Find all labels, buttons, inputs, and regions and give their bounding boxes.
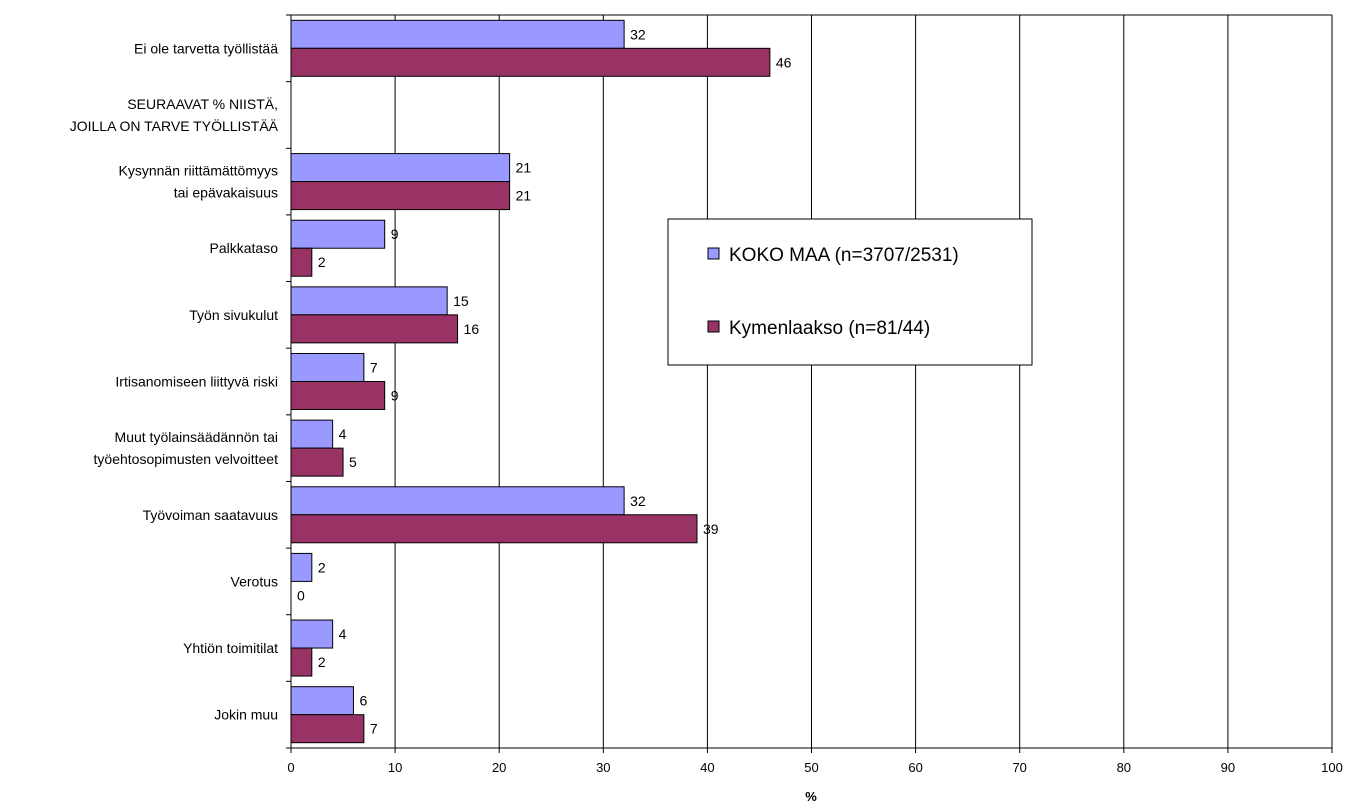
data-label: 5: [349, 454, 357, 470]
category-label-line: Kysynnän riittämättömyys: [119, 163, 279, 179]
data-label: 39: [703, 521, 719, 537]
bar: [290, 647, 313, 677]
category-label-line: Jokin muu: [214, 707, 278, 723]
data-label: 46: [776, 54, 792, 70]
bar: [290, 181, 511, 211]
category-label: Yhtiön toimitilat: [183, 640, 278, 656]
category-label: Irtisanomiseen liittyvä riski: [115, 374, 278, 390]
bar: [290, 419, 334, 449]
x-tick-label: 70: [1012, 760, 1026, 775]
x-tick-label: 20: [492, 760, 506, 775]
category-label-line: JOILLA ON TARVE TYÖLLISTÄÄ: [70, 117, 279, 134]
category-label: SEURAAVAT % NIISTÄ, JOILLA ON TARVE TYÖLL…: [70, 96, 279, 134]
x-tick-label: 90: [1221, 760, 1235, 775]
category-label-line: Palkkataso: [210, 240, 279, 256]
category-label-line: Työn sivukulut: [189, 307, 278, 323]
x-tick-label: 40: [700, 760, 714, 775]
data-label: 9: [391, 388, 399, 404]
category-label: Ei ole tarvetta työllistää: [134, 40, 278, 56]
x-tick-label: 30: [596, 760, 610, 775]
legend-label-koko-maa: KOKO MAA (n=3707/2531): [729, 245, 959, 266]
bar: [290, 514, 698, 544]
data-label: 7: [370, 721, 378, 737]
category-label: Verotus: [231, 573, 278, 589]
data-label: 2: [318, 654, 326, 670]
x-tick-labels: 0 10 20 30 40 50 60 70 80 90 100: [287, 760, 1342, 775]
gridlines: [286, 14, 1333, 753]
category-label: Jokin muu: [214, 707, 278, 723]
bar: [290, 19, 625, 49]
legend: KOKO MAA (n=3707/2531) Kymenlaakso (n=81…: [667, 218, 1033, 366]
category-label-line: Verotus: [231, 573, 278, 589]
x-tick-label: 10: [388, 760, 402, 775]
bar: [290, 219, 386, 249]
bar: [290, 153, 511, 183]
data-label: 16: [464, 321, 480, 337]
data-label: 6: [359, 693, 367, 709]
category-label-line: tai epävakaisuus: [174, 185, 278, 201]
legend-swatch-koko-maa: [707, 247, 720, 260]
category-labels: Ei ole tarvetta työllistää SEURAAVAT % NI…: [70, 40, 279, 722]
bar: [290, 686, 354, 716]
category-label-line: Irtisanomiseen liittyvä riski: [115, 374, 278, 390]
bar: [290, 314, 459, 344]
category-label-line: SEURAAVAT % NIISTÄ,: [127, 96, 278, 112]
category-label: Muut työlainsäädännön tai työehtosopimust…: [94, 429, 279, 467]
data-label: 21: [516, 160, 532, 176]
x-tick-label: 100: [1321, 760, 1343, 775]
category-label-line: Työvoiman saatavuus: [143, 507, 278, 523]
category-label: Työn sivukulut: [189, 307, 278, 323]
legend-label-kymenlaakso: Kymenlaakso (n=81/44): [729, 318, 930, 339]
legend-swatch-kymenlaakso: [707, 320, 720, 333]
category-label-line: Ei ole tarvetta työllistää: [134, 40, 278, 56]
category-label: Työvoiman saatavuus: [143, 507, 278, 523]
data-label: 2: [318, 254, 326, 270]
x-tick-label: 50: [804, 760, 818, 775]
category-label-line: Muut työlainsäädännön tai: [115, 429, 278, 445]
category-label-line: työehtosopimusten velvoitteet: [94, 451, 279, 467]
bar: [290, 486, 625, 516]
bar: [290, 353, 365, 382]
x-tick-label: 60: [908, 760, 922, 775]
data-label: 32: [630, 493, 646, 509]
data-label: 9: [391, 226, 399, 242]
bar: [290, 619, 334, 649]
bar: [290, 247, 313, 277]
data-label: 2: [318, 559, 326, 575]
category-label: Palkkataso: [210, 240, 279, 256]
x-tick-label: 80: [1117, 760, 1131, 775]
data-label: 15: [453, 293, 469, 309]
bar: [290, 47, 771, 77]
bar: [290, 714, 365, 744]
bar: [290, 552, 313, 582]
category-label-line: Yhtiön toimitilat: [183, 640, 278, 656]
x-tick-label: 0: [287, 760, 294, 775]
x-axis-title: %: [805, 789, 817, 804]
data-label: 0: [297, 587, 305, 603]
data-label: 21: [516, 188, 532, 204]
bar: [290, 447, 344, 477]
data-label: 32: [630, 26, 646, 42]
legend-box: [667, 218, 1033, 366]
category-label: Kysynnän riittämättömyys tai epävakaisuus: [119, 163, 279, 201]
bars: [290, 15, 771, 748]
data-label: 4: [339, 426, 347, 442]
bar: [290, 286, 448, 316]
data-label: 4: [339, 626, 347, 642]
bar: [290, 381, 386, 410]
data-label: 7: [370, 360, 378, 376]
